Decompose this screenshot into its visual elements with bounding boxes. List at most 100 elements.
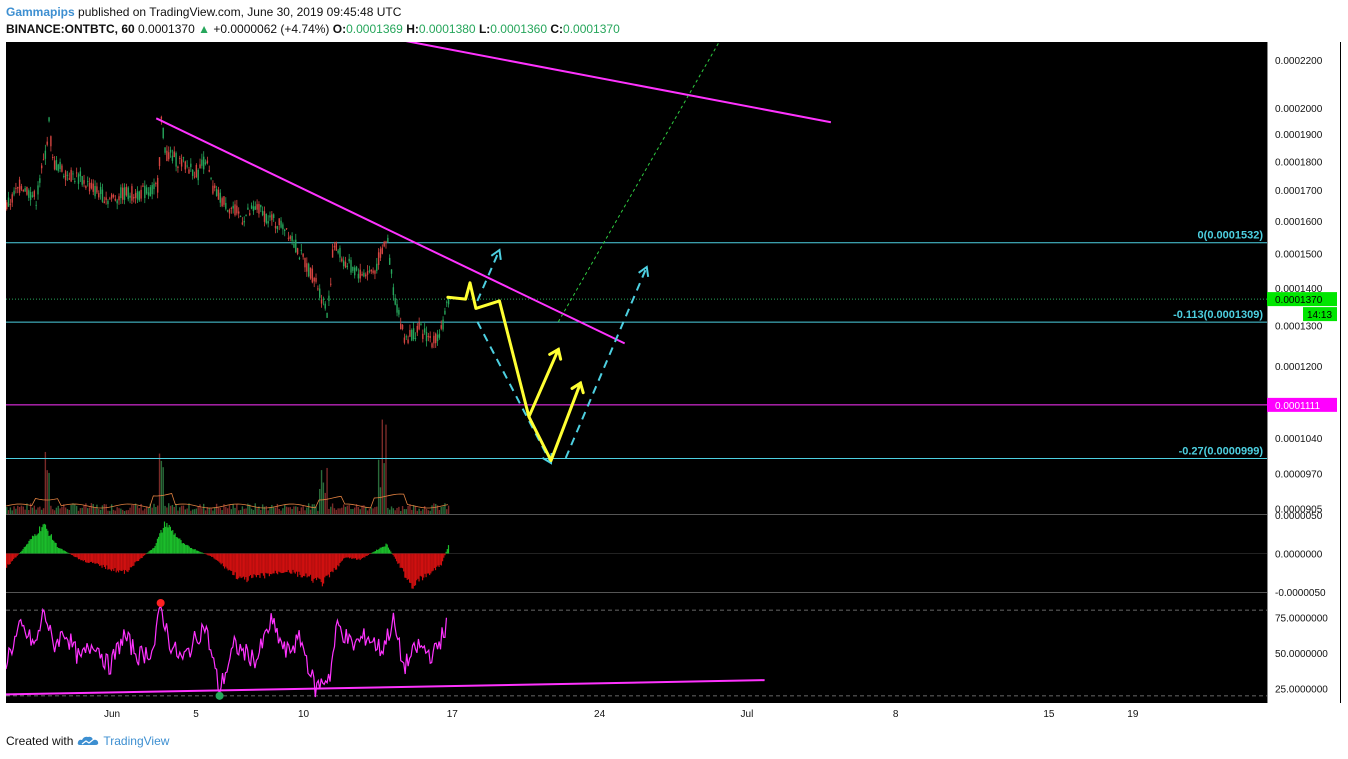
oscillator-bar [378, 549, 380, 554]
oscillator-bar [196, 550, 199, 554]
volume-bar [151, 507, 153, 514]
volume-bar [20, 505, 23, 514]
oscillator-bar [221, 553, 223, 564]
candle-body [127, 187, 129, 200]
volume-bar [22, 506, 24, 514]
candle-body [168, 152, 170, 160]
oscillator-bar [103, 553, 106, 567]
candle-body [440, 325, 442, 329]
volume-bar [127, 510, 129, 514]
candle-body [274, 226, 277, 229]
oscillator-bar [307, 553, 309, 577]
oscillator-bar [311, 553, 313, 581]
candle-body [162, 127, 164, 139]
oscillator-bar [81, 553, 83, 561]
oscillator-bar [282, 553, 285, 573]
oscillator-bar [216, 553, 219, 561]
oscillator-bar [419, 553, 421, 576]
oscillator-bar [55, 543, 57, 554]
volume-bar [72, 503, 74, 514]
volume-bar [131, 504, 133, 514]
oscillator-bar [330, 553, 332, 572]
oscillator-bar [173, 534, 175, 554]
oscillator-bar [24, 546, 27, 554]
oscillator-bar [353, 553, 355, 559]
volume-bar [158, 453, 161, 514]
volume-bar [215, 503, 218, 514]
oscillator-bar [354, 553, 357, 559]
volume-bar [29, 503, 32, 514]
oscillator-bar [324, 553, 326, 578]
oscillator-bar [271, 553, 273, 575]
volume-bar [17, 505, 19, 514]
candle-body [392, 287, 395, 296]
oscillator-bar [421, 553, 424, 581]
oscillator-bar [181, 543, 183, 554]
volume-bar [140, 503, 142, 514]
oscillator-bar [8, 553, 10, 565]
candle-body [403, 337, 406, 343]
author-name[interactable]: Gammapips [6, 5, 75, 19]
oscillator-bar [195, 550, 197, 554]
candle-body [114, 198, 117, 201]
volume-bar [276, 503, 279, 514]
oscillator-bar [17, 553, 19, 555]
oscillator-bar [136, 553, 139, 562]
oscillator-bar [61, 548, 63, 554]
candle-body [302, 253, 304, 257]
oscillator-bar [34, 534, 36, 554]
candle-body [26, 186, 28, 195]
oscillator-bar [254, 553, 256, 576]
volume-bar [125, 510, 128, 514]
oscillator-bar [262, 553, 265, 576]
oscillator-bar [193, 549, 195, 554]
oscillator-bar [268, 553, 270, 577]
tradingview-brand[interactable]: TradingView [103, 734, 170, 748]
oscillator-bar [301, 553, 303, 578]
volume-bar [261, 504, 264, 514]
plot-background [6, 42, 1267, 703]
volume-bar [446, 509, 448, 514]
candle-body [385, 241, 387, 243]
oscillator-bar [198, 551, 200, 554]
price-axis-tick: 0.0001040 [1275, 434, 1323, 445]
oscillator-bar [279, 553, 281, 573]
volume-bar [348, 505, 350, 514]
oscillator-bar [322, 553, 325, 584]
oscillator-bar [381, 546, 384, 554]
volume-bar [350, 508, 352, 514]
candle-body [368, 270, 371, 272]
candle-body [263, 211, 266, 222]
candle-body [87, 181, 89, 183]
oscillator-bar [185, 545, 187, 554]
oscillator-bar [229, 553, 232, 571]
oscillator-bar [51, 539, 54, 554]
volume-bar [411, 509, 413, 514]
volume-bar [401, 506, 404, 514]
volume-bar [295, 506, 297, 514]
oscillator-bar [153, 547, 155, 554]
oscillator-bar [222, 553, 225, 567]
volume-bar [254, 503, 256, 514]
candle-body [77, 174, 80, 184]
chart-canvas[interactable]: 0(0.0001532) -0.113(0.0001309) -0.27(0.000… [6, 42, 1341, 722]
oscillator-bar [273, 553, 275, 574]
oscillator-bar [73, 553, 75, 557]
volume-bar [156, 505, 159, 514]
candle-body [427, 336, 430, 338]
right-border [1340, 42, 1341, 703]
volume-bar [40, 509, 43, 514]
oscillator-bar [20, 551, 22, 554]
volume-bar [407, 505, 409, 514]
fib-level-label: -0.27(0.0000999) [1179, 446, 1264, 458]
oscillator-bar [281, 553, 283, 574]
oscillator-bar [412, 553, 414, 589]
volume-bar [99, 509, 102, 514]
oscillator-bar [102, 553, 104, 565]
oscillator-bar [431, 553, 433, 572]
oscillator-bar [318, 553, 320, 579]
oscillator-bar [267, 553, 269, 574]
oscillator-bar [207, 553, 209, 556]
volume-bar [416, 510, 418, 514]
oscillator-bar [423, 553, 425, 578]
